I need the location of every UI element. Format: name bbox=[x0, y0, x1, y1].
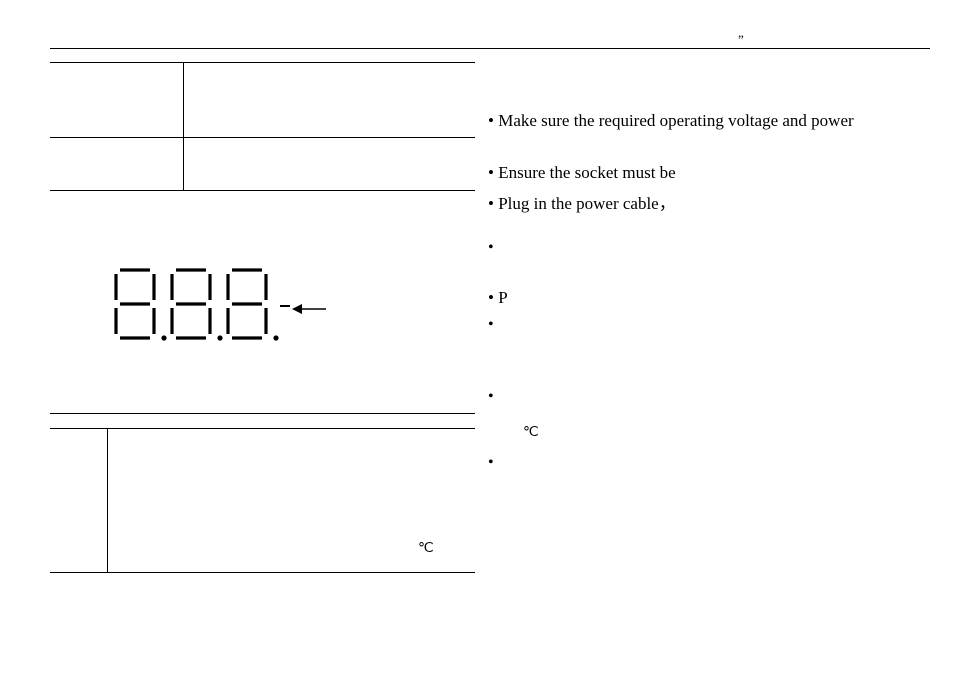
bullet-dot-icon: • bbox=[488, 388, 494, 406]
rule-top bbox=[50, 48, 930, 49]
rule-l4 bbox=[50, 413, 475, 414]
rule-l2 bbox=[50, 137, 475, 138]
bullet-3: • Plug in the power cable， bbox=[488, 189, 676, 214]
page: ℃ ” • Make sure the required operating v… bbox=[0, 0, 954, 673]
right-quote: ” bbox=[738, 32, 744, 48]
celsius-left: ℃ bbox=[418, 540, 434, 557]
rule-l6 bbox=[50, 572, 475, 573]
bullet-dot-icon: • bbox=[488, 239, 494, 257]
bullet-dot-icon: • bbox=[488, 194, 498, 213]
rule-l3 bbox=[50, 190, 475, 191]
seven-segment-display bbox=[112, 266, 292, 346]
bullet-2: • Ensure the socket must be bbox=[488, 163, 676, 183]
bullet-dot-icon: • bbox=[488, 316, 494, 334]
bullet-p-text: P bbox=[498, 288, 507, 307]
celsius-right: ℃ bbox=[523, 424, 539, 441]
bullet-p: • P bbox=[488, 288, 508, 308]
rule-v2 bbox=[107, 428, 108, 572]
rule-l1 bbox=[50, 62, 475, 63]
rule-v1 bbox=[183, 62, 184, 190]
bullet-dot-icon: • bbox=[488, 111, 498, 130]
rule-l5 bbox=[50, 428, 475, 429]
bullet-3-text: Plug in the power cable， bbox=[498, 194, 676, 213]
bullet-dot-icon: • bbox=[488, 163, 498, 182]
bullet-dot-icon: • bbox=[488, 454, 494, 472]
bullet-1-text: Make sure the required operating voltage… bbox=[498, 111, 853, 130]
bullet-1: • Make sure the required operating volta… bbox=[488, 111, 854, 131]
bullet-dot-icon: • bbox=[488, 288, 498, 307]
arrow-left-icon bbox=[292, 302, 326, 316]
bullet-2-text: Ensure the socket must be bbox=[498, 163, 676, 182]
